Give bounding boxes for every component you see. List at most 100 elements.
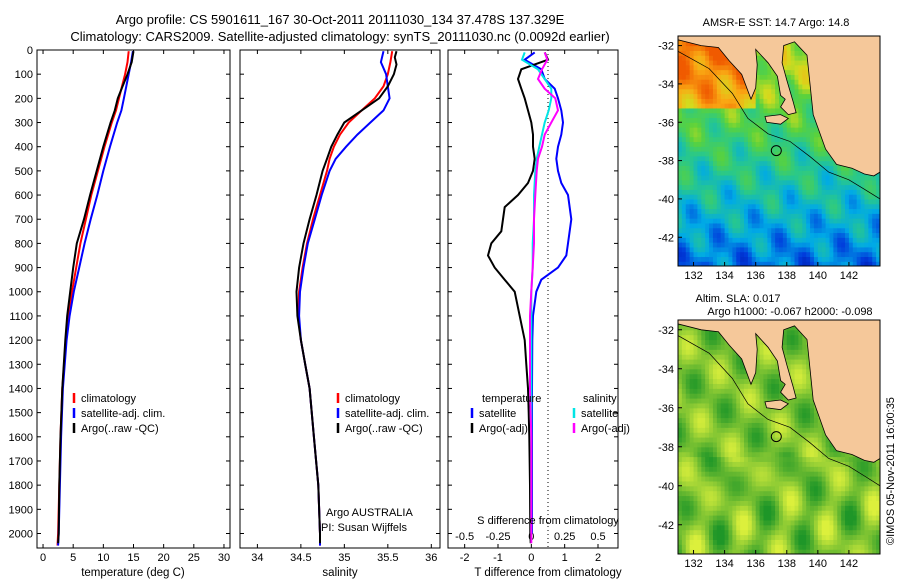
heatmap-cell xyxy=(678,344,683,350)
heatmap-cell xyxy=(782,422,788,428)
heatmap-cell xyxy=(716,534,722,540)
heatmap-cell xyxy=(763,500,768,506)
heatmap-cell xyxy=(705,179,710,186)
heatmap-cell xyxy=(744,446,749,453)
heatmap-cell xyxy=(751,549,757,554)
heatmap-cell xyxy=(759,246,765,253)
heatmap-cell xyxy=(701,471,706,477)
heatmap-cell xyxy=(740,189,745,195)
heatmap-cell xyxy=(841,203,846,210)
heatmap-cell xyxy=(728,222,733,229)
heatmap-cell xyxy=(821,524,827,531)
heatmap-cell xyxy=(678,146,683,152)
heatmap-cell xyxy=(732,412,737,419)
heatmap-cell xyxy=(716,155,722,162)
heatmap-cell xyxy=(841,227,846,234)
heatmap-cell xyxy=(794,529,800,536)
heatmap-cell xyxy=(813,510,819,516)
heatmap-cell xyxy=(794,64,800,71)
heatmap-cell xyxy=(685,480,691,487)
heatmap-cell xyxy=(755,368,761,375)
sst-map-panel: AMSR-E SST: 14.7 Argo: 14.8 132 134 136 138… xyxy=(658,17,881,282)
heatmap-cell xyxy=(771,251,776,258)
heatmap-cell xyxy=(716,179,722,186)
heatmap-cell xyxy=(829,476,834,482)
heatmap-cell xyxy=(747,194,753,200)
heatmap-cell xyxy=(810,246,815,253)
heatmap-cell xyxy=(755,69,761,75)
heatmap-cell xyxy=(724,112,730,119)
heatmap-cell xyxy=(747,232,753,238)
heatmap-cell xyxy=(775,388,780,394)
heatmap-cell xyxy=(705,495,710,501)
heatmap-cell xyxy=(751,93,757,99)
heatmap-cell xyxy=(751,141,757,147)
heatmap-cell xyxy=(736,515,741,521)
heatmap-cell xyxy=(786,213,792,219)
heatmap-cell xyxy=(678,50,683,56)
heatmap-cell xyxy=(705,383,710,389)
heatmap-cell xyxy=(720,117,726,123)
heatmap-cell xyxy=(848,170,854,176)
heatmap-cell xyxy=(740,363,745,370)
heatmap-cell xyxy=(806,141,811,147)
heatmap-cell xyxy=(732,127,737,133)
heatmap-cell xyxy=(786,549,792,554)
heatmap-cell xyxy=(709,232,714,238)
heatmap-cell xyxy=(705,155,710,162)
heatmap-cell xyxy=(751,402,757,409)
heatmap-cell xyxy=(724,59,730,66)
heatmap-cell xyxy=(775,549,780,554)
heatmap-cell xyxy=(736,427,741,433)
heatmap-cell xyxy=(798,359,803,365)
heatmap-cell xyxy=(833,194,838,200)
heatmap-cell xyxy=(736,422,741,428)
heatmap-cell xyxy=(712,151,718,157)
heatmap-cell xyxy=(728,194,733,200)
heatmap-cell xyxy=(701,427,706,433)
heatmap-cell xyxy=(728,103,733,109)
heatmap-cell xyxy=(786,136,792,143)
heatmap-cell xyxy=(782,471,788,477)
heatmap-cell xyxy=(794,432,800,438)
heatmap-cell xyxy=(685,524,691,531)
heatmap-cell xyxy=(794,246,800,253)
heatmap-cell xyxy=(689,495,695,501)
heatmap-cell xyxy=(755,534,761,540)
heatmap-cell xyxy=(806,398,811,404)
heatmap-cell xyxy=(689,432,695,438)
heatmap-cell xyxy=(709,64,714,71)
series-line-3 xyxy=(529,52,560,544)
heatmap-cell xyxy=(837,170,842,176)
legend-label: climatology xyxy=(81,393,137,405)
heatmap-cell xyxy=(798,170,803,176)
heatmap-cell xyxy=(759,398,765,404)
heatmap-cell xyxy=(771,368,776,375)
heatmap-cell xyxy=(806,451,811,458)
heatmap-cell xyxy=(736,189,741,195)
heatmap-cell xyxy=(697,208,702,214)
heatmap-cell xyxy=(732,208,737,214)
heatmap-cell xyxy=(678,383,683,389)
heatmap-cell xyxy=(763,74,768,80)
heatmap-cell xyxy=(802,354,807,360)
heatmap-cell xyxy=(829,203,834,210)
heatmap-cell xyxy=(790,151,796,157)
heatmap-cell xyxy=(813,456,819,462)
heatmap-cell xyxy=(716,339,722,345)
heatmap-cell xyxy=(720,242,726,248)
heatmap-cell xyxy=(720,160,726,166)
heatmap-cell xyxy=(852,500,858,506)
heatmap-cell xyxy=(771,227,776,234)
heatmap-cell xyxy=(767,544,772,550)
heatmap-cell xyxy=(705,112,710,119)
heatmap-cell xyxy=(716,495,722,501)
heatmap-cell xyxy=(709,237,714,243)
heatmap-cell xyxy=(798,179,803,186)
heatmap-cell xyxy=(689,334,695,341)
heatmap-cell xyxy=(848,246,854,253)
heatmap-cell xyxy=(802,122,807,128)
heatmap-cell xyxy=(697,189,702,195)
heatmap-cell xyxy=(720,354,726,360)
heatmap-cell xyxy=(744,246,749,253)
